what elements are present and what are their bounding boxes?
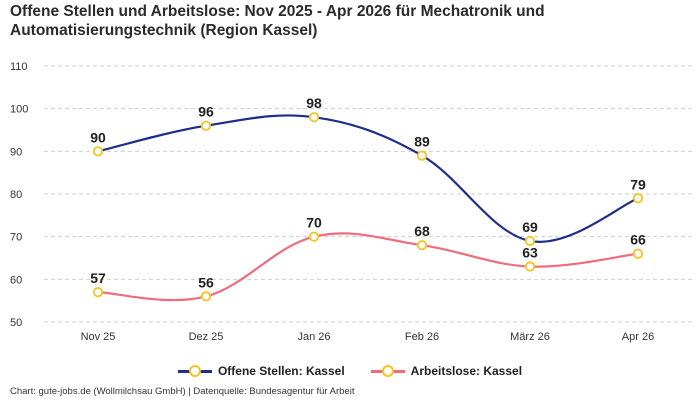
data-point	[308, 112, 320, 123]
legend-swatch-arbeitslose	[370, 365, 405, 377]
y-tick-label: 50	[10, 317, 22, 329]
legend-item-offene-stellen[interactable]: Offene Stellen: Kassel	[177, 364, 345, 378]
data-point	[632, 248, 644, 259]
x-tick-label: Feb 26	[405, 331, 439, 343]
data-label: 70	[306, 215, 322, 231]
data-point	[416, 240, 428, 251]
data-point	[524, 261, 536, 272]
y-tick-label: 110	[10, 61, 28, 73]
y-tick-label: 70	[10, 232, 22, 244]
legend: Offene Stellen: Kassel Arbeitslose: Kass…	[0, 362, 700, 380]
x-tick-label: Jan 26	[297, 331, 330, 343]
data-label: 68	[414, 223, 430, 239]
data-label: 56	[198, 274, 214, 290]
data-label: 79	[630, 176, 646, 192]
x-tick-label: Dez 25	[189, 331, 224, 343]
source-note: Chart: gute-jobs.de (Wollmilchsau GmbH) …	[10, 386, 355, 397]
x-tick-label: Apr 26	[622, 331, 654, 343]
legend-label-offene-stellen: Offene Stellen: Kassel	[217, 364, 345, 378]
series-line-0	[97, 114, 639, 243]
data-label: 57	[90, 270, 106, 286]
y-tick-label: 80	[10, 189, 22, 201]
y-tick-label: 90	[10, 146, 22, 158]
data-label: 96	[198, 104, 214, 120]
data-point	[200, 291, 212, 302]
data-label: 69	[522, 219, 538, 235]
data-label: 63	[522, 245, 538, 261]
data-point	[632, 193, 644, 204]
data-point	[416, 150, 428, 161]
series-line-1	[97, 232, 639, 302]
data-point	[200, 120, 212, 131]
data-point	[308, 231, 320, 242]
data-label: 89	[414, 134, 430, 150]
data-label: 98	[306, 95, 322, 111]
data-point	[92, 146, 104, 157]
chart-title: Offene Stellen und Arbeitslose: Nov 2025…	[10, 3, 545, 39]
x-tick-label: März 26	[510, 331, 550, 343]
line-chart: 50 60 70 80 90 100 110 Nov 25 Dez 25 Jan 26 Feb 26…	[10, 61, 692, 343]
data-label: 90	[90, 129, 106, 145]
y-tick-label: 100	[10, 104, 28, 116]
legend-label-arbeitslose: Arbeitslose: Kassel	[410, 364, 523, 378]
legend-swatch-offene-stellen	[177, 365, 212, 377]
data-point	[92, 287, 104, 298]
data-point	[524, 235, 536, 247]
x-tick-label: Nov 25	[81, 331, 116, 343]
data-label: 66	[630, 232, 646, 248]
y-tick-label: 60	[10, 274, 22, 286]
legend-item-arbeitslose[interactable]: Arbeitslose: Kassel	[370, 364, 523, 378]
